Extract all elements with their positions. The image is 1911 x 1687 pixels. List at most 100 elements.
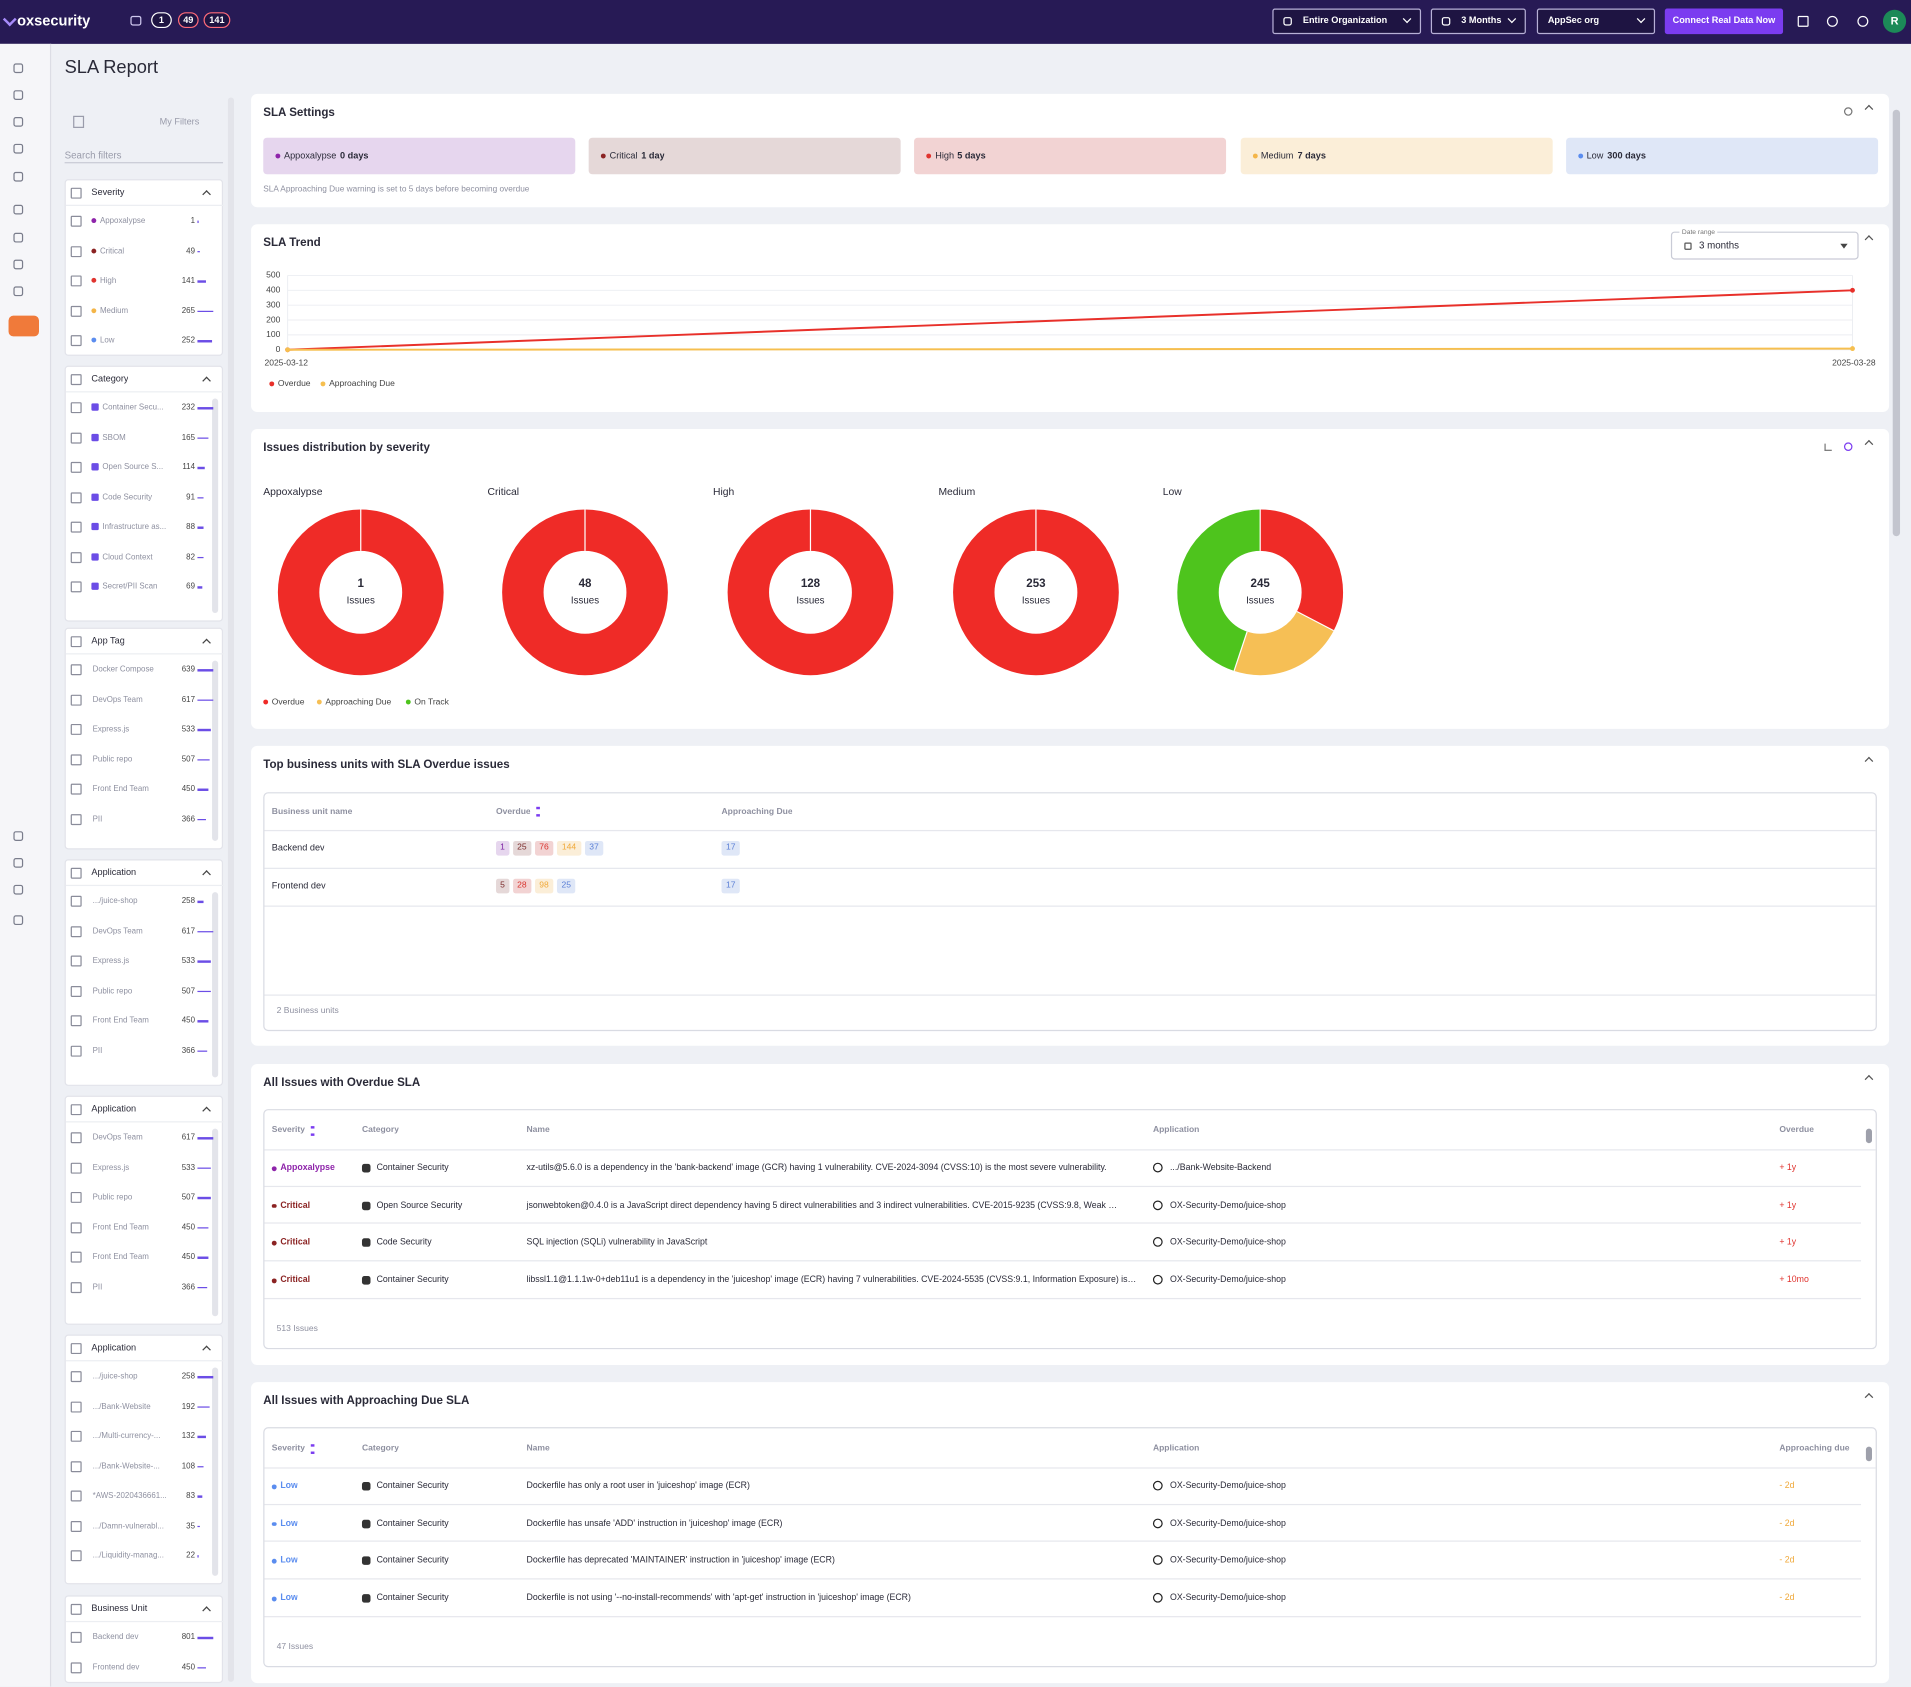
checkbox[interactable] [70, 275, 82, 287]
issue-row[interactable]: Critical Open Source Security jsonwebtoken… [264, 1187, 1862, 1225]
checkbox[interactable] [70, 402, 82, 414]
collapse-chevron[interactable] [202, 1106, 211, 1116]
issue-row[interactable]: Low Container Security Dockerfile is not u… [264, 1580, 1862, 1618]
count-chip[interactable]: 76 [534, 840, 554, 856]
filter-item[interactable]: SBOM 165 [66, 428, 210, 448]
checkbox[interactable] [70, 694, 82, 706]
issue-row[interactable]: Critical Code Security SQL injection (SQLi… [264, 1224, 1862, 1262]
filter-item[interactable]: PII 366 [66, 1278, 210, 1298]
checkbox[interactable] [70, 1603, 82, 1615]
filter-item[interactable]: .../Bank-Website-... 108 [66, 1457, 210, 1477]
nav-icon[interactable] [13, 232, 24, 243]
filter-item[interactable]: DevOps Team 617 [66, 1129, 214, 1149]
nav-icon[interactable] [13, 831, 24, 841]
count-chip[interactable]: 1 [496, 840, 509, 856]
checkbox[interactable] [70, 1281, 82, 1293]
checkbox[interactable] [70, 551, 82, 563]
checkbox[interactable] [70, 1104, 82, 1116]
checkbox[interactable] [70, 664, 82, 676]
search-input[interactable] [64, 144, 224, 164]
nav-icon[interactable] [13, 63, 24, 74]
checkbox[interactable] [70, 1430, 82, 1442]
date-range-select[interactable]: Date range 3 months [1670, 227, 1859, 260]
filter-item[interactable]: Appoxalypse 1 [66, 212, 210, 232]
issue-row[interactable]: Appoxalypse Container Security xz-utils@5.… [264, 1149, 1862, 1187]
filter-item[interactable]: Frontend dev 450 [66, 1658, 210, 1678]
collapse-chevron[interactable] [1864, 1392, 1874, 1402]
filter-item[interactable]: Backend dev 801 [66, 1628, 214, 1648]
issue-row[interactable]: Low Container Security Dockerfile has only… [264, 1467, 1862, 1505]
sort-icon[interactable] [310, 1126, 315, 1136]
avatar[interactable]: R [1882, 9, 1907, 33]
filter-item[interactable]: Open Source S... 114 [66, 458, 210, 478]
checkbox[interactable] [70, 491, 82, 503]
checkbox[interactable] [70, 955, 82, 967]
filter-item[interactable]: Public repo 507 [66, 982, 211, 1002]
filter-item[interactable]: Front End Team 450 [66, 1218, 210, 1238]
filter-item[interactable]: Secret/PII Scan 69 [66, 578, 210, 598]
count-chip[interactable]: 5 [496, 878, 509, 894]
filter-item[interactable]: Front End Team 450 [66, 780, 210, 800]
filter-item[interactable]: .../juice-shop 258 [66, 892, 210, 912]
filter-item[interactable]: Critical 49 [66, 242, 210, 262]
filter-item[interactable]: .../Damn-vulnerabl... 35 [66, 1517, 210, 1537]
issue-row[interactable]: Critical Container Security libssl1.1@1.1.… [264, 1262, 1862, 1299]
count-chip[interactable]: 25 [512, 840, 532, 856]
checkbox[interactable] [70, 1371, 82, 1383]
filter-item[interactable]: Express.js 533 [66, 720, 211, 740]
checkbox[interactable] [70, 1400, 82, 1412]
checkbox[interactable] [70, 215, 82, 227]
settings-icon[interactable] [1843, 107, 1853, 116]
nav-icon[interactable] [13, 143, 24, 154]
checkbox[interactable] [70, 245, 82, 257]
nav-icon[interactable] [13, 884, 24, 895]
collapse-chevron[interactable] [1864, 1074, 1874, 1084]
count-chip[interactable]: 28 [512, 878, 532, 894]
filter-item[interactable]: High 141 [66, 272, 210, 292]
collapse-chevron[interactable] [202, 376, 211, 386]
filter-item[interactable]: .../Liquidity-manag... 22 [66, 1547, 210, 1567]
checkbox[interactable] [70, 895, 82, 907]
count-chip[interactable]: 37 [584, 840, 604, 856]
checkbox[interactable] [70, 1550, 82, 1562]
checkbox[interactable] [70, 636, 82, 648]
checkbox[interactable] [70, 374, 82, 386]
checkbox[interactable] [70, 1015, 82, 1027]
nav-icon[interactable] [13, 915, 24, 926]
collapse-chevron[interactable] [202, 638, 211, 648]
checkbox[interactable] [70, 581, 82, 593]
filter-item[interactable]: Infrastructure as... 88 [66, 518, 210, 538]
filter-item[interactable]: Code Security 91 [66, 488, 210, 508]
collapse-chevron[interactable] [1864, 104, 1874, 114]
header-dropdown[interactable]: AppSec org [1536, 8, 1656, 35]
collapse-chevron[interactable] [202, 1345, 211, 1355]
filter-item[interactable]: Express.js 533 [66, 952, 212, 972]
checkbox[interactable] [70, 305, 82, 317]
header-badge[interactable]: 1 [151, 12, 172, 29]
filter-item[interactable]: Express.js 533 [66, 1158, 212, 1178]
filter-item[interactable]: Docker Compose 639 [66, 661, 214, 681]
count-chip[interactable]: 25 [556, 878, 576, 894]
checkbox[interactable] [70, 867, 82, 879]
sort-icon[interactable] [536, 806, 540, 817]
filter-item[interactable]: PII 366 [66, 810, 210, 830]
checkbox[interactable] [70, 1221, 82, 1233]
checkbox[interactable] [70, 461, 82, 473]
cta-button[interactable]: Connect Real Data Now [1664, 8, 1784, 35]
filter-item[interactable]: .../Multi-currency-... 132 [66, 1427, 210, 1447]
count-chip[interactable]: 17 [721, 840, 741, 856]
filter-item[interactable]: Container Secu... 232 [66, 399, 214, 419]
filter-item[interactable]: Public repo 507 [66, 750, 211, 770]
checkbox[interactable] [70, 1132, 82, 1144]
collapse-chevron[interactable] [202, 870, 211, 879]
filter-item[interactable]: Low 252 [66, 332, 213, 352]
count-chip[interactable]: 144 [556, 840, 582, 856]
filter-item[interactable]: PII 366 [66, 1041, 210, 1061]
header-dropdown[interactable]: Entire Organization [1272, 8, 1422, 35]
checkbox[interactable] [70, 1631, 82, 1643]
checkbox[interactable] [70, 723, 82, 735]
checkbox[interactable] [70, 1520, 82, 1532]
checkbox[interactable] [70, 187, 82, 199]
header-icon[interactable] [1797, 15, 1809, 27]
filter-item[interactable]: DevOps Team 617 [66, 922, 214, 942]
